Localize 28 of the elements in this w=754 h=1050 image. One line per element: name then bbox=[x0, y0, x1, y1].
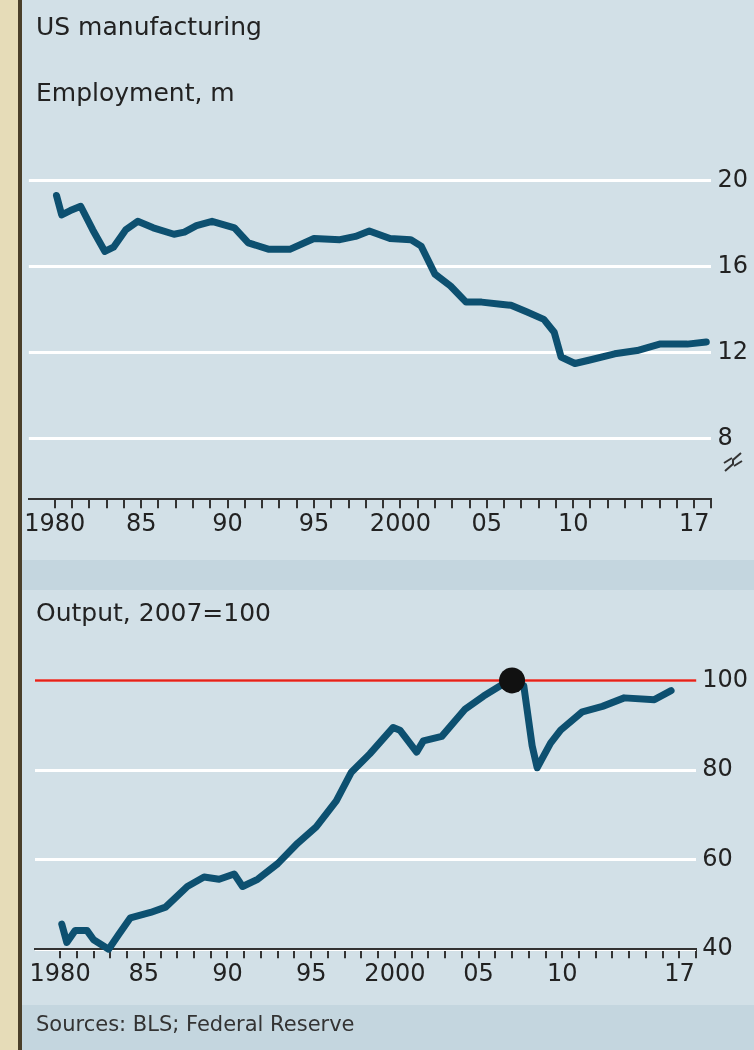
x-tick-label: 05 bbox=[471, 508, 503, 537]
x-tick-label: 95 bbox=[295, 958, 327, 987]
y-tick-label: 100 bbox=[702, 664, 748, 693]
x-tick-label: 2000 bbox=[369, 508, 431, 537]
chart-title: US manufacturing bbox=[36, 12, 262, 41]
y-tick-label: 80 bbox=[702, 754, 733, 783]
y-tick-label: 60 bbox=[702, 843, 733, 872]
x-tick-label: 10 bbox=[547, 958, 578, 987]
x-tick-label: 85 bbox=[125, 508, 157, 537]
x-tick-label: 10 bbox=[557, 508, 589, 537]
y-tick-label: 40 bbox=[702, 933, 733, 962]
y-tick-label: 16 bbox=[717, 250, 749, 279]
chart-subtitle: Employment, m bbox=[36, 78, 235, 107]
x-tick-label: 17 bbox=[664, 958, 695, 987]
y-tick-label: 12 bbox=[717, 336, 749, 365]
x-tick-label: 05 bbox=[463, 958, 494, 987]
source-note: Sources: BLS; Federal Reserve bbox=[36, 1012, 355, 1036]
x-tick-label: 1980 bbox=[29, 958, 91, 987]
y-tick-label: 20 bbox=[717, 164, 749, 193]
x-tick-label: 1980 bbox=[24, 508, 86, 537]
x-tick-label: 90 bbox=[212, 508, 243, 537]
x-tick-label: 17 bbox=[678, 508, 710, 537]
x-tick-label: 2000 bbox=[364, 958, 426, 987]
x-tick-label: 95 bbox=[298, 508, 330, 537]
x-tick-label: 85 bbox=[128, 958, 160, 987]
y-tick-label: 8 bbox=[717, 423, 733, 452]
x-tick-label: 90 bbox=[212, 958, 243, 987]
chart-title: Output, 2007=100 bbox=[36, 598, 272, 627]
